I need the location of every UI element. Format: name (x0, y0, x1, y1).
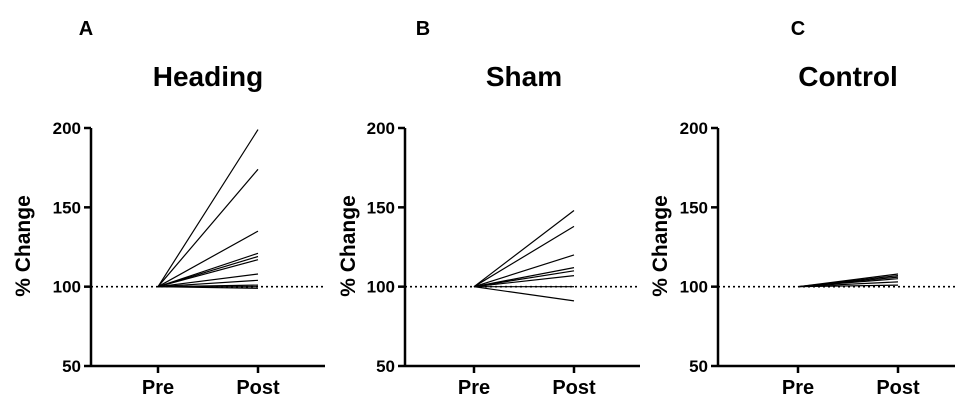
series-line (473, 275, 575, 288)
x-tick-label: Post (552, 377, 596, 399)
y-tick-label: 150 (680, 198, 708, 217)
y-tick-label: 200 (680, 119, 708, 138)
panel-letter: B (416, 18, 430, 40)
y-ticks: 50 100 150 200 (367, 119, 405, 376)
y-axis-label: % Change (649, 195, 672, 297)
x-ticks: Pre Post (458, 366, 596, 399)
panel-sham: B Sham % Change 50 100 150 200 Pre Post (337, 18, 640, 399)
series-line (797, 284, 899, 288)
chart-title: Control (798, 61, 898, 92)
x-ticks: Pre Post (782, 366, 920, 399)
series-line (157, 273, 259, 288)
y-axis-label: % Change (337, 195, 360, 297)
y-tick-label: 50 (62, 357, 81, 376)
x-tick-label: Pre (782, 377, 814, 399)
x-ticks: Pre Post (142, 366, 280, 399)
x-tick-label: Pre (458, 377, 490, 399)
chart-title: Heading (153, 61, 263, 92)
series-line (473, 270, 575, 288)
series-line (157, 286, 259, 289)
panel-letter: C (791, 18, 805, 40)
y-ticks: 50 100 150 200 (53, 119, 91, 376)
series-lines (157, 129, 259, 289)
axes (89, 128, 325, 368)
y-tick-label: 100 (680, 278, 708, 297)
chart-title: Sham (486, 61, 562, 92)
y-tick-label: 200 (53, 119, 81, 138)
y-tick-label: 50 (376, 357, 395, 376)
series-line (157, 129, 259, 288)
y-tick-label: 150 (367, 198, 395, 217)
y-tick-label: 150 (53, 198, 81, 217)
axes (403, 128, 640, 368)
series-line (473, 254, 575, 288)
y-tick-label: 200 (367, 119, 395, 138)
y-axis-label: % Change (12, 195, 35, 297)
series-line (157, 259, 259, 288)
series-line (473, 225, 575, 288)
x-tick-label: Pre (142, 377, 174, 399)
series-line (157, 230, 259, 288)
panel-control: C Control % Change 50 100 150 200 Pre Post (649, 18, 955, 399)
panel-letter: A (79, 18, 93, 40)
x-tick-label: Post (876, 377, 920, 399)
series-line (473, 286, 575, 302)
axes (716, 128, 955, 368)
series-line (473, 210, 575, 288)
y-tick-label: 100 (53, 278, 81, 297)
series-lines (797, 273, 899, 288)
series-lines (473, 210, 575, 302)
series-line (157, 279, 259, 288)
y-tick-label: 100 (367, 278, 395, 297)
y-tick-label: 50 (689, 357, 708, 376)
x-tick-label: Post (236, 377, 280, 399)
panel-heading: A Heading % Change 50 100 150 200 Pre Post (12, 18, 325, 399)
y-ticks: 50 100 150 200 (680, 119, 718, 376)
series-line (157, 168, 259, 288)
